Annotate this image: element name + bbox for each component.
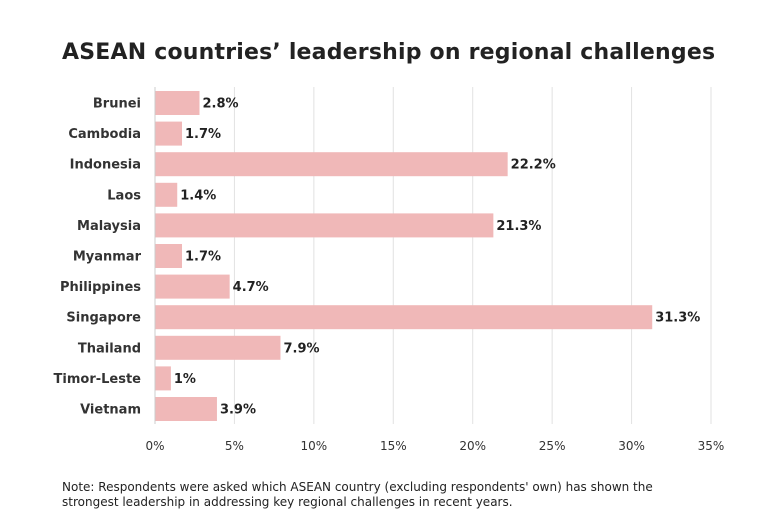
value-label: 1% [174, 372, 196, 387]
category-label: Singapore [66, 311, 141, 326]
x-tick-label: 25% [539, 439, 566, 453]
bar-chart: 0% 5% 10% 15% 20% 25% 30% 35% Brunei 2.8% Cambodia… [54, 87, 725, 453]
bar [155, 244, 183, 268]
x-tick-label: 30% [618, 439, 645, 453]
bar [155, 305, 653, 330]
category-label: Timor-Leste [54, 372, 142, 387]
bar [155, 274, 230, 299]
chart-title: ASEAN countries’ leadership on regional … [62, 40, 716, 65]
value-label: 1.7% [185, 250, 221, 265]
category-label: Thailand [78, 341, 141, 356]
x-tick-label: 20% [459, 439, 486, 453]
category-label: Laos [107, 188, 141, 203]
value-label: 1.4% [180, 188, 216, 203]
bar [155, 213, 494, 238]
bar [155, 91, 200, 115]
value-label: 2.8% [202, 97, 238, 112]
value-label: 1.7% [185, 127, 221, 142]
x-tick-label: 5% [225, 439, 244, 453]
bar [155, 182, 178, 207]
category-label: Philippines [60, 280, 141, 295]
category-label: Vietnam [80, 403, 141, 418]
bar [155, 397, 217, 421]
x-tick-label: 15% [380, 439, 407, 453]
value-label: 22.2% [511, 158, 556, 173]
category-label: Myanmar [73, 250, 142, 265]
value-label: 3.9% [220, 403, 256, 418]
bar [155, 121, 183, 146]
category-label: Cambodia [68, 127, 141, 142]
value-label: 4.7% [233, 280, 269, 295]
category-label: Malaysia [77, 219, 141, 234]
x-tick-label: 35% [698, 439, 725, 453]
x-tick-label: 10% [301, 439, 328, 453]
value-label: 31.3% [655, 311, 700, 326]
value-label: 21.3% [496, 219, 541, 234]
chart-note: Note: Respondents were asked which ASEAN… [62, 480, 653, 509]
bar [155, 152, 508, 177]
value-label: 7.9% [283, 341, 319, 356]
bar [155, 366, 171, 391]
category-label: Brunei [93, 97, 141, 112]
category-label: Indonesia [70, 158, 141, 173]
x-tick-label: 0% [145, 439, 164, 453]
bar [155, 335, 281, 360]
